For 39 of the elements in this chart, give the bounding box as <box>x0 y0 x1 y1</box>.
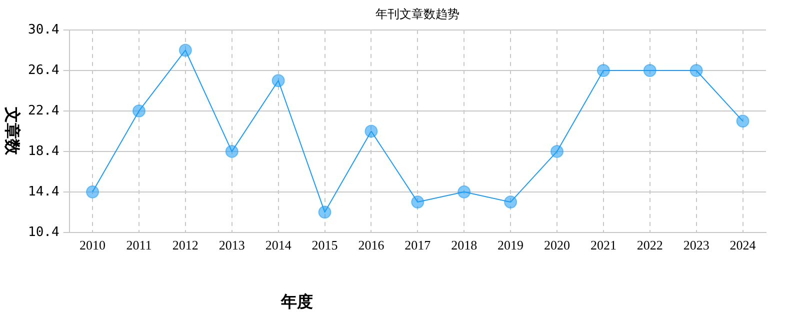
x-tick-label: 2019 <box>498 238 524 253</box>
x-tick-label: 2023 <box>683 238 710 253</box>
point <box>596 64 610 77</box>
x-tick-label: 2024 <box>730 238 756 253</box>
y-axis-title: 文章数 <box>2 106 21 156</box>
point <box>550 144 564 158</box>
x-tick-label: 2017 <box>404 238 432 253</box>
y-tick-label: 26.4 <box>28 62 60 78</box>
x-axis-title: 年度 <box>280 292 313 312</box>
x-tick-label: 2011 <box>126 238 152 253</box>
point <box>643 64 656 77</box>
point <box>411 196 424 209</box>
y-tick-label: 22.4 <box>28 103 60 118</box>
point <box>86 185 100 198</box>
point <box>178 44 192 57</box>
chart-title: 年刊文章数趋势 <box>376 7 460 22</box>
point <box>690 64 703 77</box>
point <box>736 114 750 128</box>
point <box>318 206 332 219</box>
point <box>458 185 471 198</box>
x-tick-label: 2016 <box>358 238 385 253</box>
x-tick-label: 2015 <box>312 238 338 253</box>
y-tick-label: 10.4 <box>28 224 60 240</box>
x-tick-label: 2010 <box>80 238 106 253</box>
x-tick-label: 2013 <box>218 238 245 253</box>
point <box>364 124 378 138</box>
y-tick-label: 14.4 <box>28 184 60 200</box>
x-tick-label: 2014 <box>265 238 292 253</box>
x-tick-label: 2012 <box>172 238 198 253</box>
x-tick-label: 2022 <box>636 238 663 253</box>
x-tick-label: 2018 <box>451 238 478 253</box>
point <box>132 104 146 118</box>
y-tick-label: 30.4 <box>28 22 60 38</box>
point <box>225 144 238 158</box>
x-tick-label: 2020 <box>544 238 570 253</box>
point <box>272 74 285 88</box>
y-tick-label: 18.4 <box>28 144 60 159</box>
x-tick-label: 2021 <box>590 238 616 253</box>
point <box>504 196 518 209</box>
